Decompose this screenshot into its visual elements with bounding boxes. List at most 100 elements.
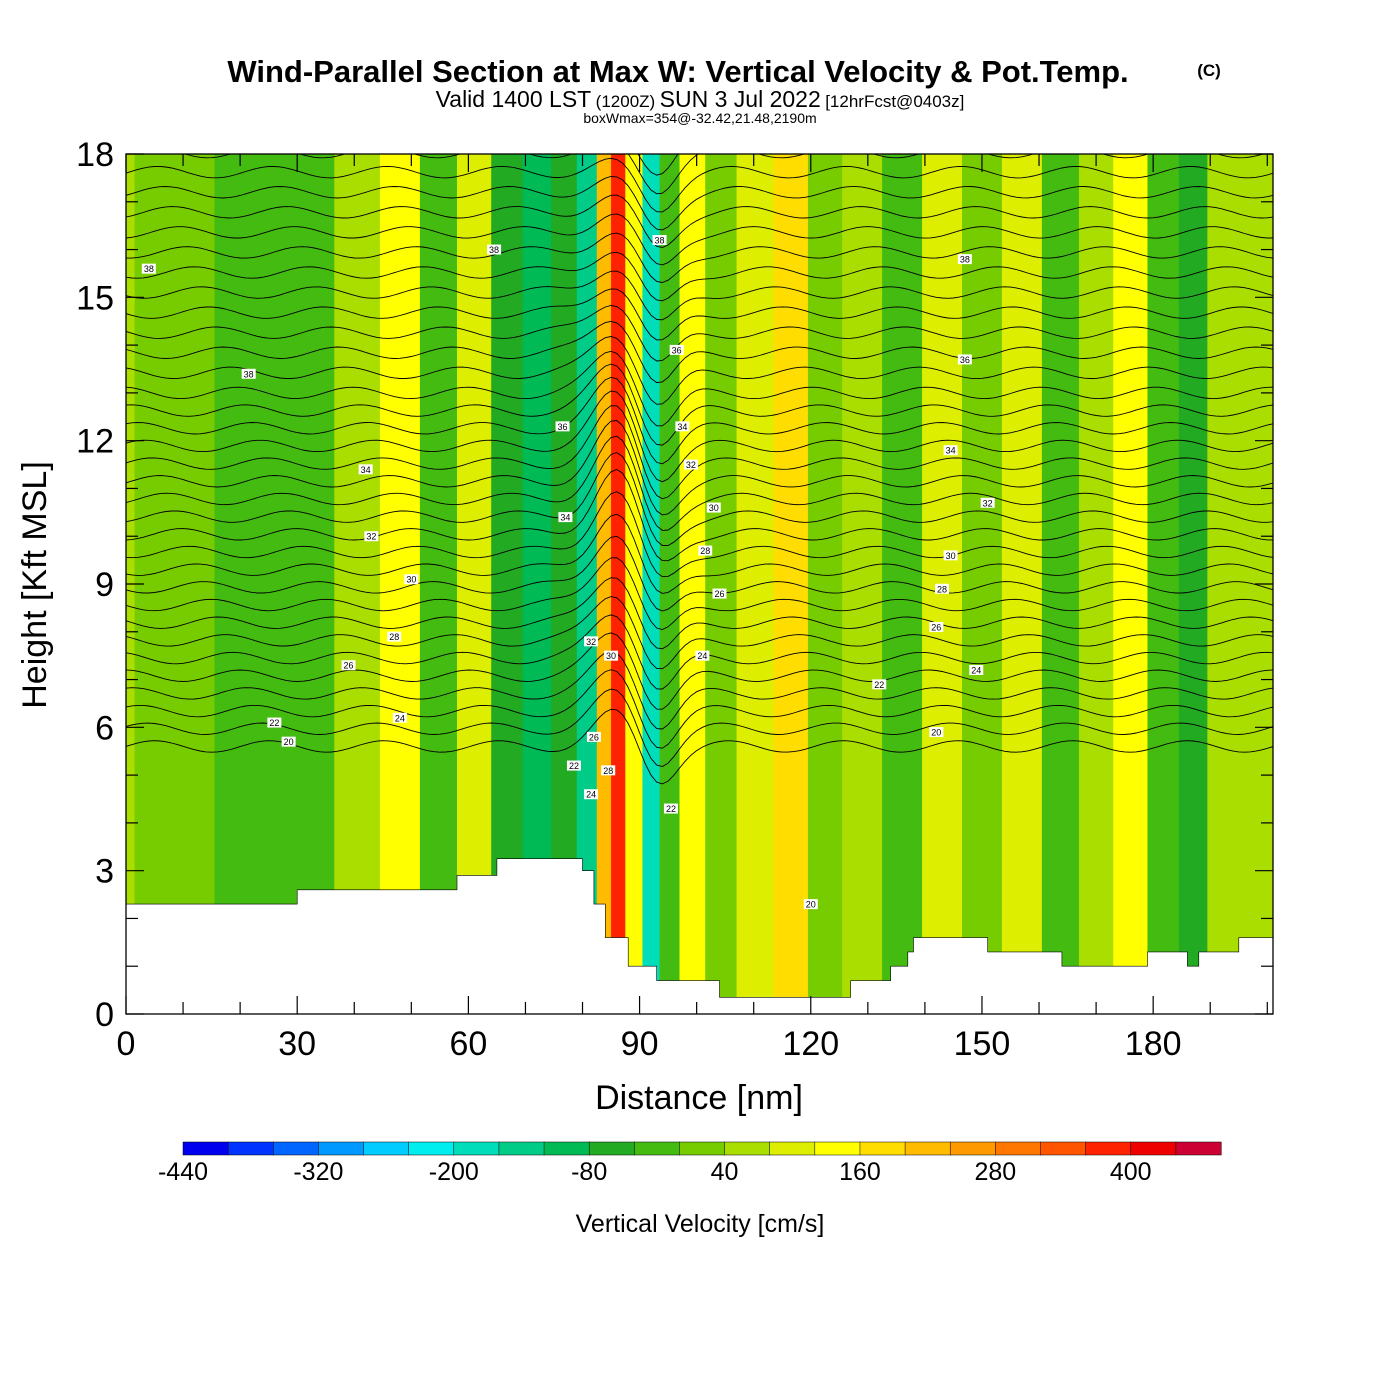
svg-text:36: 36 — [960, 355, 970, 365]
velocity-band — [334, 154, 381, 1014]
svg-text:24: 24 — [697, 651, 707, 661]
velocity-band — [1078, 154, 1114, 1014]
svg-text:24: 24 — [586, 790, 596, 800]
svg-text:30: 30 — [406, 575, 416, 585]
colorbar-swatch — [1130, 1141, 1177, 1156]
svg-text:36: 36 — [558, 422, 568, 432]
contour-label: 24 — [969, 665, 984, 676]
svg-text:34: 34 — [361, 465, 371, 475]
x-tick-label: 60 — [449, 1025, 487, 1063]
velocity-band — [1147, 154, 1180, 1014]
contour-label: 28 — [601, 765, 616, 776]
contour-label: 26 — [712, 588, 727, 599]
velocity-band — [1207, 154, 1240, 1014]
contour-label: 22 — [663, 803, 678, 814]
x-tick-label: 120 — [782, 1025, 839, 1063]
contour-label: 20 — [281, 736, 296, 747]
theta-contour-line — [126, 251, 1273, 302]
contour-label: 24 — [695, 650, 710, 661]
theta-contour-line — [126, 468, 1273, 562]
chart-subtitle: Valid 1400 LST (1200Z) SUN 3 Jul 2022 [1… — [436, 86, 965, 112]
colorbar-swatch — [1040, 1141, 1087, 1156]
colorbar-swatch — [543, 1141, 590, 1156]
subtitle-forecast: [12hrFcst@0403z] — [825, 92, 964, 111]
velocity-band — [882, 154, 923, 1014]
velocity-band — [773, 154, 809, 1014]
axis-ticks — [125, 153, 1273, 1015]
svg-text:24: 24 — [971, 666, 981, 676]
contour-label: 24 — [392, 712, 407, 723]
colorbar-tick-label: -80 — [571, 1158, 607, 1186]
colorbar-tick-label: 160 — [839, 1158, 881, 1186]
x-axis-label: Distance [nm] — [595, 1079, 803, 1117]
svg-text:28: 28 — [389, 632, 399, 642]
contour-label: 26 — [929, 622, 944, 633]
contour-label: 38 — [487, 244, 502, 255]
contour-label: 20 — [929, 727, 944, 738]
colorbar-label: Vertical Velocity [cm/s] — [576, 1210, 825, 1238]
colorbar-tick-label: 40 — [711, 1158, 739, 1186]
theta-contour-line — [126, 320, 1273, 384]
x-tick-label: 30 — [278, 1025, 316, 1063]
x-tick-labels: 0 30 60 90 120 150 180 — [117, 1025, 1182, 1063]
contour-label: 36 — [669, 344, 684, 355]
svg-text:38: 38 — [655, 236, 665, 246]
svg-text:28: 28 — [603, 766, 613, 776]
velocity-band — [1178, 154, 1208, 1014]
theta-contour-line — [126, 350, 1273, 427]
svg-text:28: 28 — [700, 546, 710, 556]
y-tick-label: 12 — [76, 423, 114, 461]
y-tick-label: 3 — [95, 853, 114, 891]
contour-label: 24 — [584, 789, 599, 800]
velocity-band — [679, 154, 706, 1014]
theta-contour-line — [126, 452, 1273, 546]
theta-contour-line — [126, 632, 1273, 710]
contour-label: 22 — [566, 760, 581, 771]
svg-text:30: 30 — [606, 651, 616, 661]
contour-label: 30 — [706, 502, 721, 513]
y-axis-label: Height [Kft MSL] — [16, 461, 54, 709]
theta-contour-line — [126, 270, 1273, 321]
svg-text:36: 36 — [672, 345, 682, 355]
velocity-band — [456, 154, 492, 1014]
y-tick-labels: 0 3 6 9 12 15 18 — [76, 136, 114, 1034]
svg-text:34: 34 — [946, 446, 956, 456]
theta-contour-line — [126, 577, 1273, 650]
svg-text:38: 38 — [960, 255, 970, 265]
colorbar-tick-label: 280 — [974, 1158, 1016, 1186]
colorbar-swatch — [363, 1141, 410, 1156]
theta-contour-line — [126, 390, 1273, 483]
colorbar — [182, 1141, 1222, 1156]
colorbar-swatch — [634, 1141, 680, 1156]
colorbar-tick-label: 400 — [1110, 1158, 1152, 1186]
velocity-band — [596, 154, 612, 1014]
svg-text:32: 32 — [586, 637, 596, 647]
theta-contour-line — [126, 305, 1273, 362]
svg-text:20: 20 — [806, 900, 816, 910]
theta-contour-line — [126, 176, 1273, 231]
contour-label: 30 — [404, 574, 419, 585]
contour-label: 34 — [558, 512, 573, 523]
theta-contour-line — [126, 557, 1273, 630]
theta-contour-line — [126, 535, 1273, 612]
theta-contour-line — [126, 688, 1273, 767]
colorbar-swatch — [588, 1141, 635, 1156]
plot-area: 38 38 38 38 38 36 36 36 34 34 34 32 32 34 30 32 28 30 30 26… — [126, 154, 1273, 1014]
theta-contour-line — [126, 596, 1273, 670]
contour-label: 38 — [652, 235, 667, 246]
velocity-band — [1041, 154, 1080, 1014]
colorbar-swatch — [904, 1141, 951, 1156]
velocity-field — [126, 154, 1273, 1014]
theta-contour-line — [126, 513, 1273, 594]
svg-text:22: 22 — [569, 761, 579, 771]
colorbar-tick-label: -320 — [293, 1158, 343, 1186]
x-tick-label: 0 — [117, 1025, 136, 1063]
colorbar-tick-labels: -440 -320 -200 -80 40 160 280 400 — [158, 1158, 1152, 1186]
terrain — [126, 858, 1273, 1014]
svg-text:32: 32 — [366, 532, 376, 542]
contour-label: 20 — [803, 899, 818, 910]
velocity-band — [807, 154, 843, 1014]
y-tick-label: 6 — [95, 709, 114, 747]
contour-label: 22 — [872, 679, 887, 690]
